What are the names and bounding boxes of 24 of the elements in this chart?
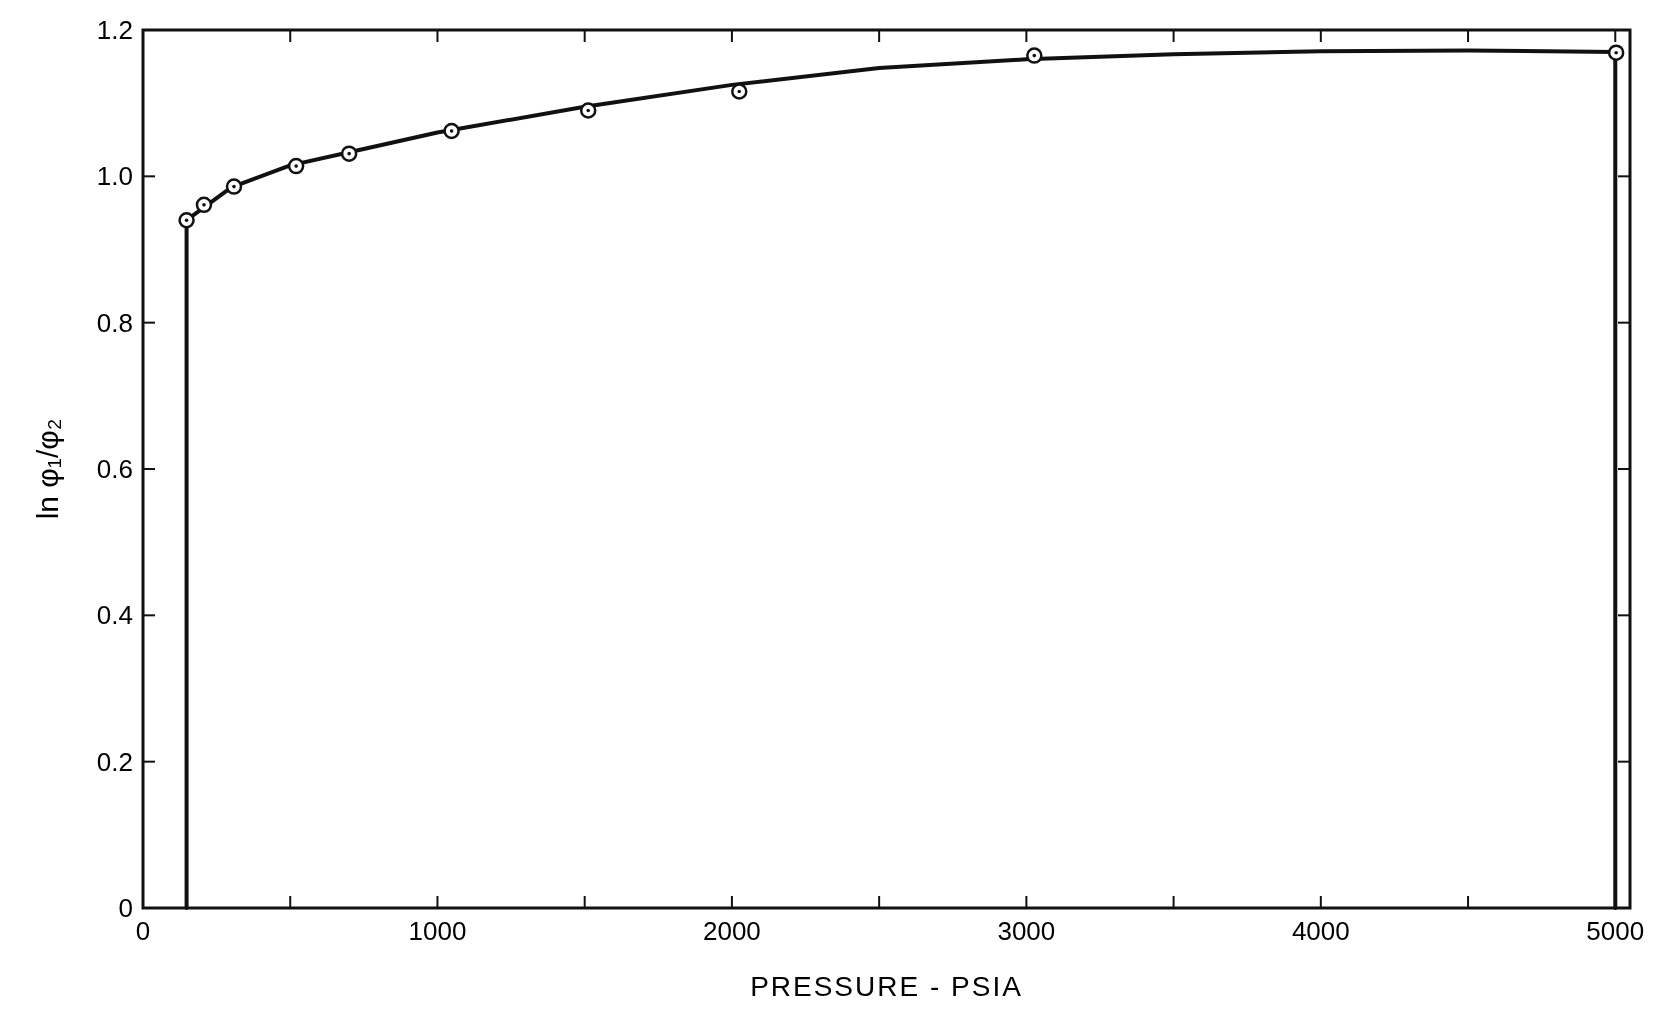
- y-tick-label: 1.2: [96, 15, 133, 45]
- y-tick-label: 0.4: [96, 600, 133, 631]
- point: [178, 211, 195, 229]
- y-tick-label: 0.8: [96, 307, 133, 338]
- x-tick-label: 5000: [1586, 916, 1645, 946]
- x-tick-label: 3000: [997, 916, 1056, 946]
- y-tick-label: 0.6: [96, 454, 133, 484]
- point: [1026, 47, 1043, 64]
- y-tick-label: 0: [118, 893, 133, 923]
- point: [1607, 44, 1625, 61]
- point: [443, 122, 460, 140]
- point: [225, 178, 243, 195]
- x-tick-label: 1000: [408, 916, 467, 946]
- point: [340, 145, 358, 162]
- y-tick-label: 0.2: [96, 746, 133, 777]
- point: [731, 83, 748, 100]
- point: [287, 157, 305, 175]
- x-tick-label: 4000: [1291, 916, 1350, 946]
- x-axis-title: PRESSURE - PSIA: [750, 971, 1023, 1002]
- x-tick-label: 2000: [702, 916, 761, 946]
- y-axis-title: ln φ₁/φ₂: [31, 418, 64, 520]
- y-tick-label: 1.0: [96, 161, 133, 192]
- point: [579, 102, 597, 119]
- point: [195, 196, 213, 214]
